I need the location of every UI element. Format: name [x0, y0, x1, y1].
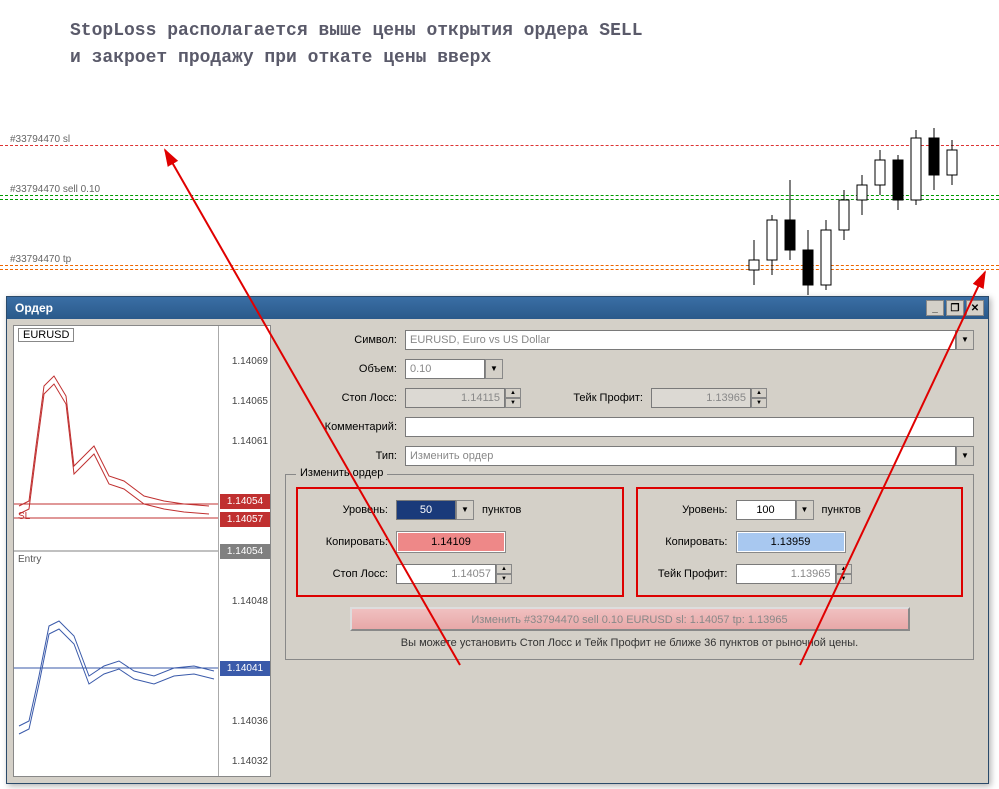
tick: 1.14065 [232, 396, 268, 407]
copy-label-right: Копировать: [646, 536, 736, 548]
sell-line-label: #33794470 sell 0.10 [10, 184, 100, 195]
minimize-button[interactable]: _ [926, 300, 944, 316]
maximize-button[interactable]: ❐ [946, 300, 964, 316]
spin-down-icon[interactable]: ▼ [496, 574, 512, 584]
tp-input-right[interactable] [736, 564, 836, 584]
tick: 1.14036 [232, 716, 268, 727]
level-label-left: Уровень: [306, 504, 396, 516]
sl-price-box-2: 1.14057 [220, 512, 270, 527]
mini-chart: EURUSD SL Entry 1.14069 1.14065 1.14061 … [13, 325, 271, 777]
sl-label: SL [18, 511, 30, 522]
tp-label-right: Тейк Профит: [646, 568, 736, 580]
tick: 1.14032 [232, 756, 268, 767]
type-dropdown-icon[interactable]: ▼ [956, 446, 974, 466]
level-dropdown-right-icon[interactable]: ▼ [796, 500, 814, 520]
caption-line2: и закроет продажу при откате цены вверх [70, 45, 643, 72]
close-button[interactable]: ✕ [966, 300, 984, 316]
volume-label: Объем: [285, 363, 405, 375]
right-highlight-box: Уровень: ▼ пунктов Копировать: 1.13959 Т… [636, 487, 964, 597]
order-window: Ордер _ ❐ ✕ EURUSD SL Entry 1.14069 1.14… [6, 296, 989, 784]
footer-note: Вы можете установить Стоп Лосс и Тейк Пр… [296, 637, 963, 649]
symbol-label: Символ: [285, 334, 405, 346]
symbol-input[interactable] [405, 330, 956, 350]
tick: 1.14061 [232, 436, 268, 447]
entry-label: Entry [18, 554, 41, 565]
candlestick-chart [739, 120, 969, 300]
tick: 1.14069 [232, 356, 268, 367]
price-axis: 1.14069 1.14065 1.14061 1.14054 1.14057 … [218, 326, 270, 776]
volume-input[interactable] [405, 359, 485, 379]
mini-charts-panel: EURUSD SL Entry 1.14069 1.14065 1.14061 … [7, 319, 277, 783]
modify-fieldset: Изменить ордер Уровень: ▼ пунктов Копиро… [285, 474, 974, 660]
units-right: пунктов [822, 504, 861, 516]
spin-up-icon[interactable]: ▲ [505, 388, 521, 398]
type-label: Тип: [285, 450, 405, 462]
sl-label-left: Стоп Лосс: [306, 568, 396, 580]
titlebar[interactable]: Ордер _ ❐ ✕ [7, 297, 988, 319]
stoploss-input[interactable] [405, 388, 505, 408]
stoploss-label: Стоп Лосс: [285, 392, 405, 404]
caption-line1: StopLoss располагается выше цены открыти… [70, 18, 643, 45]
left-highlight-box: Уровень: ▼ пунктов Копировать: 1.14109 С… [296, 487, 624, 597]
form-area: Символ: ▼ Объем: ▼ Стоп Лосс: ▲▼ Тейк Пр… [277, 319, 988, 783]
takeprofit-input[interactable] [651, 388, 751, 408]
fieldset-legend: Изменить ордер [296, 467, 387, 479]
copy-button-left[interactable]: 1.14109 [396, 531, 506, 553]
copy-button-right[interactable]: 1.13959 [736, 531, 846, 553]
type-input[interactable] [405, 446, 956, 466]
takeprofit-label: Тейк Профит: [521, 392, 651, 404]
spin-down-icon[interactable]: ▼ [751, 398, 767, 408]
sl-input-left[interactable] [396, 564, 496, 584]
units-left: пунктов [482, 504, 521, 516]
level-dropdown-left-icon[interactable]: ▼ [456, 500, 474, 520]
volume-dropdown-icon[interactable]: ▼ [485, 359, 503, 379]
spin-up-icon[interactable]: ▲ [751, 388, 767, 398]
tp-line-label: #33794470 tp [10, 254, 71, 265]
level-input-left[interactable] [396, 500, 456, 520]
comment-input[interactable] [405, 417, 974, 437]
spin-up-icon[interactable]: ▲ [836, 564, 852, 574]
entry-price-box: 1.14054 [220, 544, 270, 559]
tp-price-box: 1.14041 [220, 661, 270, 676]
spin-down-icon[interactable]: ▼ [505, 398, 521, 408]
caption: StopLoss располагается выше цены открыти… [70, 18, 643, 72]
tick: 1.14048 [232, 596, 268, 607]
window-title: Ордер [11, 301, 926, 315]
sl-price-box: 1.14054 [220, 494, 270, 509]
modify-button[interactable]: Изменить #33794470 sell 0.10 EURUSD sl: … [350, 607, 910, 631]
spin-down-icon[interactable]: ▼ [836, 574, 852, 584]
spin-up-icon[interactable]: ▲ [496, 564, 512, 574]
sl-line-label: #33794470 sl [10, 134, 70, 145]
symbol-dropdown-icon[interactable]: ▼ [956, 330, 974, 350]
copy-label-left: Копировать: [306, 536, 396, 548]
comment-label: Комментарий: [285, 421, 405, 433]
level-label-right: Уровень: [646, 504, 736, 516]
level-input-right[interactable] [736, 500, 796, 520]
